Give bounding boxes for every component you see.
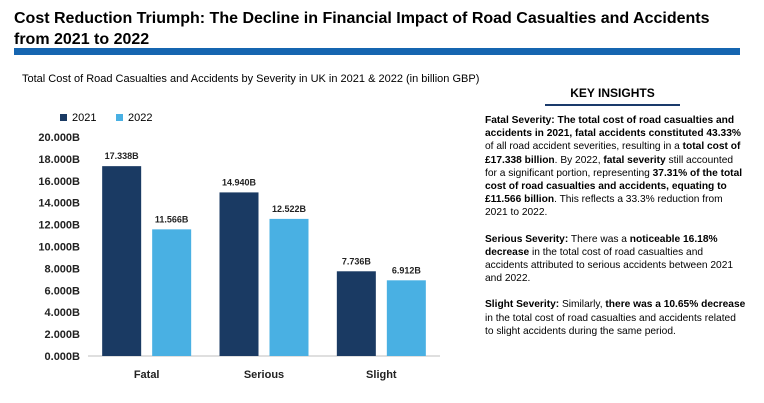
y-tick-label: 12.000B	[38, 220, 80, 232]
x-tick-label-slight: Slight	[366, 369, 397, 381]
y-tick-label: 14.000B	[38, 198, 80, 210]
y-tick-label: 16.000B	[38, 176, 80, 188]
key-insights-panel: Fatal Severity: The total cost of road c…	[485, 114, 747, 351]
y-tick-label: 2.000B	[45, 329, 81, 341]
y-tick-label: 6.000B	[45, 285, 81, 297]
bar-fatal-2021	[102, 166, 142, 356]
x-tick-label-fatal: Fatal	[134, 369, 160, 381]
legend-swatch-2021	[60, 114, 67, 121]
data-label-serious-2021: 14.940B	[222, 177, 257, 187]
data-label-serious-2022: 12.522B	[272, 204, 307, 214]
y-tick-label: 4.000B	[45, 307, 81, 319]
data-label-slight-2022: 6.912B	[392, 265, 422, 275]
legend-label-2022: 2022	[128, 112, 153, 124]
data-label-fatal-2022: 11.566B	[155, 214, 189, 224]
y-tick-label: 8.000B	[45, 263, 81, 275]
bar-slight-2021	[336, 271, 376, 356]
y-tick-label: 0.000B	[45, 351, 81, 363]
y-tick-label: 18.000B	[38, 154, 80, 166]
key-insights-heading: KEY INSIGHTS	[545, 86, 680, 106]
insight-fatal: Fatal Severity: The total cost of road c…	[485, 115, 743, 219]
page-title: Cost Reduction Triumph: The Decline in F…	[14, 10, 710, 48]
legend-swatch-2022	[116, 114, 123, 121]
bar-serious-2021	[219, 192, 259, 356]
legend-item-2021: 2021	[60, 112, 96, 124]
bar-serious-2022	[269, 218, 309, 356]
chart-title: Total Cost of Road Casualties and Accide…	[22, 73, 480, 85]
legend-item-2022: 2022	[116, 112, 152, 124]
insight-slight: Slight Severity: Similarly, there was a …	[485, 299, 746, 337]
bar-slight-2022	[386, 280, 426, 356]
insight-serious: Serious Severity: There was a noticeable…	[485, 233, 734, 285]
y-tick-label: 20.000B	[38, 132, 80, 144]
y-tick-label: 10.000B	[38, 242, 80, 254]
data-label-fatal-2021: 17.338B	[105, 151, 140, 161]
bar-chart: 0.000B 2.000B 4.000B 6.000B 8.000B 10.000B 12.…	[38, 132, 440, 381]
data-label-slight-2021: 7.736B	[342, 256, 372, 266]
title-divider-bar	[14, 48, 740, 55]
legend-label-2021: 2021	[72, 112, 97, 124]
bar-fatal-2022	[152, 229, 192, 356]
x-tick-label-serious: Serious	[244, 369, 284, 381]
